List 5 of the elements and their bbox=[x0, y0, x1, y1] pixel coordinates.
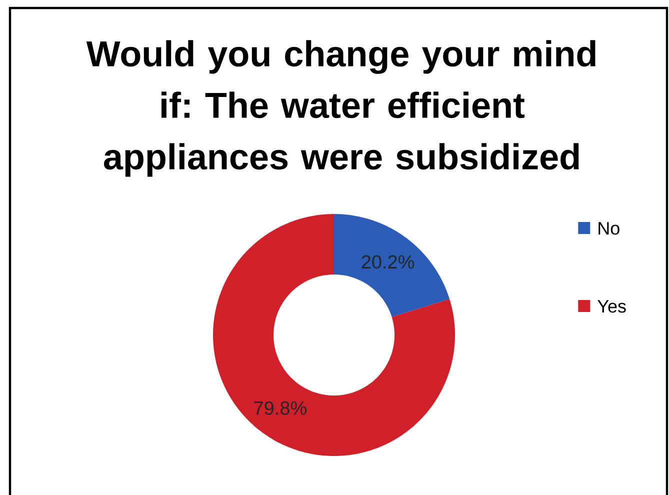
legend-label: No bbox=[598, 222, 620, 235]
legend-label: Yes bbox=[598, 300, 626, 313]
data-label: 20.2% bbox=[362, 255, 414, 269]
chart-title: Would you change your mind if: The water efficient appliances were subsidized bbox=[86, 40, 596, 177]
data-label: 79.8% bbox=[254, 401, 306, 415]
